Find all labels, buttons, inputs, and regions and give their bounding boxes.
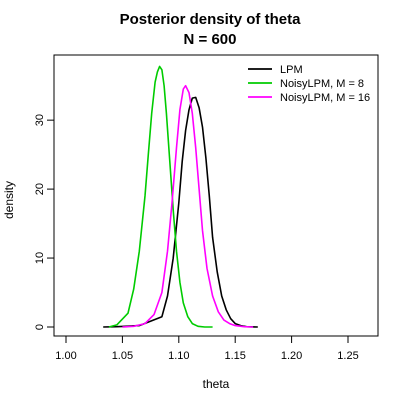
y-axis-label: density [2,181,16,219]
y-tick-label: 0 [34,324,46,330]
y-tick-label: 20 [34,183,46,195]
x-tick-label: 1.05 [112,350,133,362]
chart-title: Posterior density of theta [120,11,302,28]
x-tick-label: 1.10 [168,350,189,362]
x-axis-label: theta [203,377,230,391]
x-tick-label: 1.00 [55,350,76,362]
series-layer [103,65,258,328]
series-line-2 [108,65,213,328]
legend-label: NoisyLPM, M = 16 [280,92,370,104]
chart-subtitle: N = 600 [184,31,237,48]
y-axis: 0 10 20 30 [34,114,55,330]
series-line-1 [103,96,258,328]
y-tick-label: 30 [34,114,46,126]
x-tick-label: 1.20 [281,350,302,362]
series-line-3 [122,84,254,328]
legend-label: NoisyLPM, M = 8 [280,78,364,90]
legend: LPM NoisyLPM, M = 8 NoisyLPM, M = 16 [248,64,370,104]
x-tick-label: 1.25 [337,350,358,362]
x-tick-label: 1.15 [224,350,245,362]
x-axis: 1.00 1.05 1.10 1.15 1.20 1.25 [55,335,359,362]
y-tick-label: 10 [34,252,46,264]
legend-label: LPM [280,64,303,76]
